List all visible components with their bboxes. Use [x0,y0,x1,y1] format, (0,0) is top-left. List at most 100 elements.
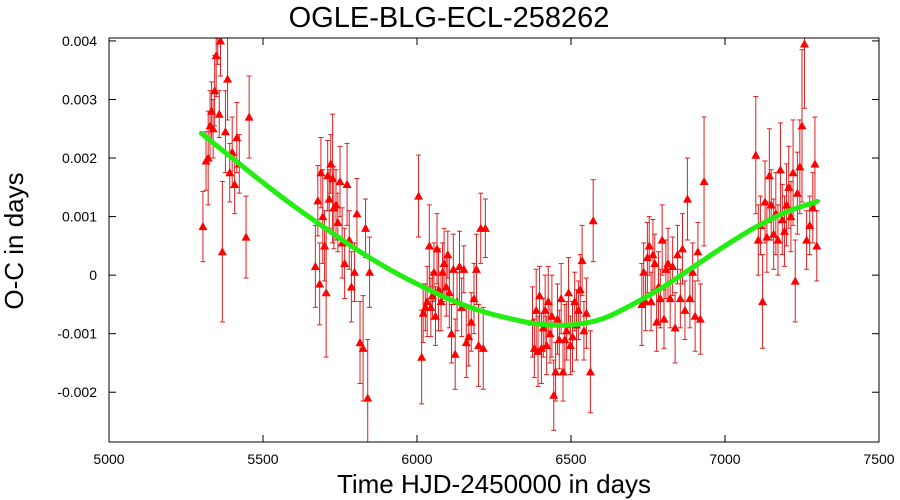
data-point-triangle [418,308,428,317]
data-point-triangle [315,279,325,288]
data-point-triangle [424,241,434,250]
data-point-triangle [320,241,330,250]
data-point-triangle [665,294,675,303]
data-point-triangle [346,282,356,291]
data-point-triangle [663,258,673,268]
data-point-triangle [469,294,479,303]
data-point-triangle [646,296,656,306]
data-point-triangle [323,171,333,180]
data-point-triangle [769,229,779,238]
data-point-triangle [542,340,552,349]
y-axis-ticks: -0.002 -0.001 0 0.001 0.002 0.003 0.004 [57,33,879,400]
y-tick-label: -0.002 [57,384,97,400]
y-tick-label: 0 [89,267,97,283]
data-point-triangle [673,250,683,259]
data-point-triangle [693,247,703,256]
data-point-triangle [670,323,680,332]
data-point-triangle [565,340,575,349]
data-point-triangle [650,258,660,268]
data-point-triangle [352,209,362,218]
data-point-triangle [575,285,585,294]
x-tick-label: 6500 [555,451,586,467]
data-point-triangle [758,296,768,306]
data-point-triangle [326,159,336,168]
data-point-triangle [568,332,578,341]
y-axis-label: O-C in days [0,172,29,309]
data-point-triangle [230,179,240,188]
data-point-triangle [365,267,375,276]
data-point-triangle [639,267,649,276]
data-point-triangle [342,179,352,188]
data-point-triangle [448,264,458,273]
data-point-triangle [685,294,695,303]
data-point-triangle [657,235,667,244]
data-point-triangle [552,314,562,323]
data-point-triangle [795,162,805,171]
x-tick-label: 7500 [863,451,894,467]
data-point-triangle [531,305,541,314]
data-point-triangle [225,168,235,177]
data-point-triangle [450,349,460,358]
data-point-triangle [461,337,471,347]
y-tick-label: 0.004 [62,33,97,49]
data-point-triangle [331,200,341,209]
data-point-triangle [556,294,566,303]
data-point-triangle [642,253,652,262]
data-point-triangle [474,340,484,349]
data-point-triangle [358,343,368,352]
data-point-triangle [478,343,488,352]
chart-title: OGLE-BLG-ECL-258262 [289,2,610,34]
data-point-triangle [695,314,705,323]
x-tick-label: 6000 [401,451,432,467]
y-tick-label: -0.001 [57,326,97,342]
data-point-triangle [215,38,225,45]
data-point-triangle [459,264,469,273]
data-point-triangle [417,352,427,361]
data-point-triangle [446,329,456,338]
data-point-triangle [328,174,338,183]
data-point-triangle [682,194,692,203]
data-point-triangle [570,296,580,306]
data-point-triangle [443,250,453,259]
data-point-triangle [782,200,792,209]
data-point-triangle [444,288,454,297]
data-point-triangle [363,393,373,402]
data-point-triangle [751,150,761,159]
data-point-triangle [659,314,669,323]
data-point-triangle [210,86,220,95]
data-point-triangle [432,244,442,253]
data-point-triangle [220,127,230,136]
data-point-triangle [429,267,439,276]
data-point-triangle [675,294,685,303]
data-point-triangle [430,311,440,320]
data-point-triangle [581,308,591,317]
data-point-triangle [805,220,815,229]
data-point-triangle [688,267,698,276]
data-point-triangle [232,133,242,142]
data-point-triangle [333,217,343,227]
data-point-triangle [244,112,254,121]
data-point-triangle [790,276,800,285]
fit-curve [198,130,820,328]
data-point-triangle [436,296,446,306]
data-point-triangle [335,176,345,186]
data-point-triangle [655,294,665,303]
data-point-triangle [543,296,553,306]
data-point-triangle [214,109,224,118]
data-point-triangle [784,182,794,191]
plot-frame [108,37,880,443]
data-point-triangle [480,223,490,232]
data-point-triangle [812,241,822,250]
data-point-triangle [321,288,331,297]
x-tick-label: 5500 [247,451,278,467]
data-point-triangle [644,241,654,250]
data-point-triangle [340,258,350,268]
data-point-triangle [208,124,218,133]
data-point-triangle [547,311,557,320]
data-point-triangle [652,317,662,326]
data-point-triangle [786,212,796,221]
data-point-triangle [779,226,789,235]
x-axis-ticks: 5000 5500 6000 6500 7000 7500 [93,38,895,467]
